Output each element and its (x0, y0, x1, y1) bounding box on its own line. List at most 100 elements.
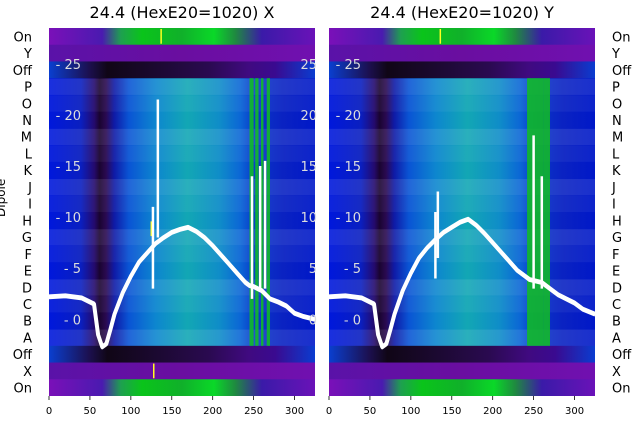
heatmap-row (329, 178, 595, 196)
heatmap-green-band (260, 78, 264, 346)
overlay-ytick-label-right: 15 (300, 160, 317, 175)
heatmap-row (329, 262, 595, 280)
heatmap-row (329, 245, 595, 263)
x-tick-label: 300 (565, 406, 584, 417)
heatmap-row (49, 145, 315, 163)
heatmap-row (329, 161, 595, 180)
row-label: F (612, 248, 619, 263)
row-label: A (23, 331, 32, 346)
row-label: D (612, 281, 622, 296)
heatmap-row (49, 278, 315, 297)
heatmap-row (49, 44, 315, 62)
row-label: P (612, 81, 620, 96)
heatmap-row (49, 78, 315, 96)
row-label: Off (13, 64, 33, 79)
heatmap-row (49, 345, 315, 364)
heatmap-row (49, 28, 315, 46)
heatmap-row (329, 44, 595, 62)
row-label: O (612, 97, 622, 112)
overlay-ytick-label: - 5 (64, 262, 81, 277)
row-label: F (25, 248, 32, 263)
row-label: H (612, 214, 622, 229)
heatmap-row (329, 295, 595, 313)
row-label: G (22, 231, 32, 246)
heatmap-row (49, 128, 315, 146)
x-tick-label: 200 (483, 406, 502, 417)
overlay-ytick-label: - 10 (56, 211, 81, 226)
overlay-ytick-label-right: 0 (309, 313, 317, 328)
overlay-ytick-label-right: 20 (300, 109, 317, 124)
row-label: X (612, 365, 621, 380)
heatmap-row (329, 145, 595, 163)
panel-y: - 25 - 20 - 15 - 10 - 5 - 0 On Y Off PONMLKJIHGFE… (326, 28, 632, 417)
row-label: K (23, 164, 32, 179)
row-label: N (22, 114, 32, 129)
heatmap-row (329, 28, 595, 46)
row-label: Off (612, 64, 632, 79)
heatmap-row (329, 94, 595, 113)
overlay-ytick-label: - 15 (56, 160, 81, 175)
heatmap-row (49, 245, 315, 263)
overlay-ytick-label: - 0 (64, 313, 81, 328)
heatmap-row (329, 228, 595, 246)
row-label: J (611, 181, 616, 196)
overlay-ytick-label: - 20 (336, 109, 361, 124)
x-tick-label: 0 (46, 406, 52, 417)
heatmap-row (49, 195, 315, 213)
overlay-ytick-label: - 20 (56, 109, 81, 124)
overlay-ytick-label: - 15 (336, 160, 361, 175)
x-tick-label: 50 (84, 406, 97, 417)
row-label: K (612, 164, 621, 179)
panel-x: - 25 25- 20 20- 15 15- 10 10- 5 5- 0 0OnYOffPO… (13, 28, 317, 417)
overlay-ytick-label: - 25 (56, 58, 81, 73)
heatmap-row (329, 362, 595, 380)
row-label: O (22, 97, 32, 112)
row-label: On (14, 382, 32, 397)
row-label: X (23, 365, 32, 380)
x-tick-label: 250 (524, 406, 543, 417)
x-tick-label: 100 (121, 406, 140, 417)
heatmap-green-band (543, 78, 550, 346)
heatmap-row (329, 61, 595, 79)
row-label: D (22, 281, 32, 296)
overlay-ytick-label: - 0 (344, 313, 361, 328)
heatmap-row (49, 61, 315, 79)
row-label: E (612, 265, 620, 280)
x-tick-label: 200 (203, 406, 222, 417)
row-label: On (612, 382, 630, 397)
overlay-ytick-label-right: 25 (300, 58, 317, 73)
heatmap-row (49, 161, 315, 180)
heatmap-row (329, 379, 595, 396)
row-label: I (612, 198, 616, 213)
heatmap-row (49, 212, 315, 230)
row-label: C (23, 298, 32, 313)
row-label: B (612, 315, 621, 330)
panel-y-title: 24.4 (HexE20=1020) Y (370, 3, 554, 22)
y-axis-label: Dipole (0, 179, 8, 217)
heatmap-row (329, 345, 595, 364)
heatmap-green-band (266, 78, 270, 346)
row-label: J (27, 181, 32, 196)
row-label: N (612, 114, 622, 129)
row-label: E (24, 265, 32, 280)
row-label: Off (13, 348, 33, 363)
row-label: Y (611, 47, 620, 62)
row-label: H (22, 214, 32, 229)
overlay-ytick-label: - 10 (336, 211, 361, 226)
heatmap-row (49, 262, 315, 280)
row-label: M (21, 131, 32, 146)
heatmap-row (329, 312, 595, 330)
heatmap-row (329, 78, 595, 96)
row-label: Y (23, 47, 32, 62)
x-tick-label: 100 (401, 406, 420, 417)
row-label: P (24, 81, 32, 96)
row-label: I (28, 198, 32, 213)
row-label: L (612, 147, 620, 162)
heatmap-row (49, 295, 315, 313)
row-label: On (612, 30, 630, 45)
x-tick-label: 150 (442, 406, 461, 417)
heatmap-row (49, 178, 315, 196)
row-label: B (23, 315, 32, 330)
heatmap-row (329, 111, 595, 129)
